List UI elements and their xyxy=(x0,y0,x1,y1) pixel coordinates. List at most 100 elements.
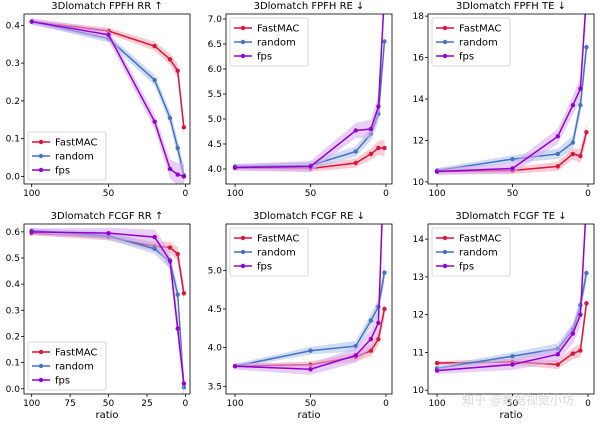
y-tick-label: 0.6 xyxy=(6,228,21,238)
data-point-fps xyxy=(578,86,583,91)
legend-box xyxy=(229,17,309,67)
legend-label-FastMAC: FastMAC xyxy=(55,138,97,149)
x-tick-label: 50 xyxy=(305,189,317,199)
data-point-FastMAC xyxy=(376,145,381,151)
data-point-FastMAC xyxy=(570,151,576,157)
legend-label-FastMAC: FastMAC xyxy=(459,24,501,35)
data-point-fps xyxy=(570,331,576,336)
x-tick-label: 0 xyxy=(383,399,389,409)
data-point-random xyxy=(584,270,589,276)
legend-marker-fps xyxy=(38,167,44,173)
series-line-fps xyxy=(235,14,385,169)
data-point-fps xyxy=(175,172,180,177)
legend-label-random: random xyxy=(257,38,296,49)
x-tick-label: 25 xyxy=(141,399,152,409)
legend-label-FastMAC: FastMAC xyxy=(459,234,501,245)
chart-title: 3Dlomatch FPFH RR ↑ xyxy=(51,1,162,12)
series-line-random xyxy=(436,47,588,172)
data-point-fps xyxy=(434,169,440,174)
chart-title: 3Dlomatch FPFH RE ↓ xyxy=(254,1,365,12)
legend-label-FastMAC: FastMAC xyxy=(257,234,299,245)
data-point-FastMAC xyxy=(382,145,387,151)
x-tick-label: 50 xyxy=(305,399,317,409)
x-axis-label: ratio xyxy=(499,410,522,421)
data-point-random xyxy=(510,156,515,162)
legend-marker-random xyxy=(442,249,448,255)
data-point-random xyxy=(555,151,560,157)
data-point-random xyxy=(308,348,313,353)
x-tick-label: 50 xyxy=(103,189,115,199)
y-tick-label: 4.5 xyxy=(208,305,222,315)
data-point-fps xyxy=(555,134,560,139)
y-tick-label: 5.0 xyxy=(208,115,223,125)
data-point-random xyxy=(570,140,576,145)
axes-frame xyxy=(427,223,595,395)
data-point-random xyxy=(368,318,374,323)
legend-marker-FastMAC xyxy=(240,235,246,241)
chart-title: 3Dlomatch FCGF TE ↓ xyxy=(455,211,566,222)
data-point-fps xyxy=(353,353,358,358)
x-tick-label: 50 xyxy=(103,399,115,409)
data-point-random xyxy=(175,145,180,151)
legend-marker-FastMAC xyxy=(442,25,448,31)
y-tick-label: 0.2 xyxy=(6,97,20,107)
legend-box xyxy=(27,341,107,391)
y-tick-label: 13 xyxy=(413,273,424,283)
y-tick-label: 0.4 xyxy=(6,21,21,31)
legend-label-random: random xyxy=(459,248,498,259)
x-tick-label: 0 xyxy=(183,399,189,409)
axes-frame xyxy=(23,13,191,185)
plot-area xyxy=(232,224,387,375)
y-tick-label: 4.0 xyxy=(208,344,223,354)
chart-panel-3: 3Dlomatch FPFH TE ↓ 10 12 14 16 18 100 50 0 FastM… xyxy=(413,1,595,199)
data-point-random xyxy=(353,149,358,154)
data-point-fps xyxy=(578,312,583,317)
data-point-FastMAC xyxy=(167,57,173,62)
y-tick-label: 0.3 xyxy=(6,59,20,69)
legend-label-FastMAC: FastMAC xyxy=(257,24,299,35)
y-tick-label: 10 xyxy=(413,178,425,188)
legend-label-random: random xyxy=(55,152,94,163)
data-point-random xyxy=(152,246,157,252)
data-point-fps xyxy=(376,104,381,109)
chart-title: 3Dlomatch FCGF RR ↑ xyxy=(51,211,164,222)
data-point-FastMAC xyxy=(555,164,560,169)
y-tick-label: 5.5 xyxy=(208,90,222,100)
data-point-FastMAC xyxy=(584,129,589,135)
data-point-random xyxy=(584,44,589,50)
legend: FastMAC random fps xyxy=(431,227,511,277)
legend-marker-fps xyxy=(240,53,246,59)
data-point-FastMAC xyxy=(181,125,187,130)
data-point-FastMAC xyxy=(578,153,583,159)
x-tick-label: 0 xyxy=(585,399,591,409)
x-tick-label: 100 xyxy=(226,189,243,199)
series-line-fps xyxy=(437,14,586,173)
data-point-fps xyxy=(510,166,515,171)
y-tick-label: 7.0 xyxy=(208,15,223,25)
x-tick-label: 100 xyxy=(23,189,40,199)
legend-box xyxy=(229,227,309,277)
series-line-fps xyxy=(235,224,383,371)
y-tick-label: 0.5 xyxy=(6,254,20,264)
legend-marker-random xyxy=(240,249,246,255)
chart-panel-2: 3Dlomatch FPFH RE ↓ 4.0 4.5 5.0 5.5 6.0 6.5 7.0… xyxy=(208,1,393,199)
legend-marker-FastMAC xyxy=(442,235,448,241)
data-point-fps xyxy=(152,119,157,124)
legend-label-fps: fps xyxy=(257,262,272,273)
data-point-random xyxy=(578,103,583,108)
y-tick-label: 3.5 xyxy=(208,382,222,392)
data-point-FastMAC xyxy=(382,306,387,312)
data-point-fps xyxy=(167,258,173,263)
chart-panel-5: 3Dlomatch FCGF RE ↓ 3.5 4.0 4.5 5.0 100 50 0 rat… xyxy=(208,211,393,421)
data-point-FastMAC xyxy=(353,160,358,166)
legend-box xyxy=(27,131,107,181)
legend-marker-fps xyxy=(240,263,246,269)
data-point-fps xyxy=(510,362,515,367)
data-point-FastMAC xyxy=(584,301,589,306)
data-point-FastMAC xyxy=(167,245,173,250)
data-point-fps xyxy=(106,230,111,236)
legend-marker-fps xyxy=(38,377,44,383)
data-point-fps xyxy=(434,368,440,373)
data-point-FastMAC xyxy=(181,291,187,296)
data-point-random xyxy=(382,39,387,44)
